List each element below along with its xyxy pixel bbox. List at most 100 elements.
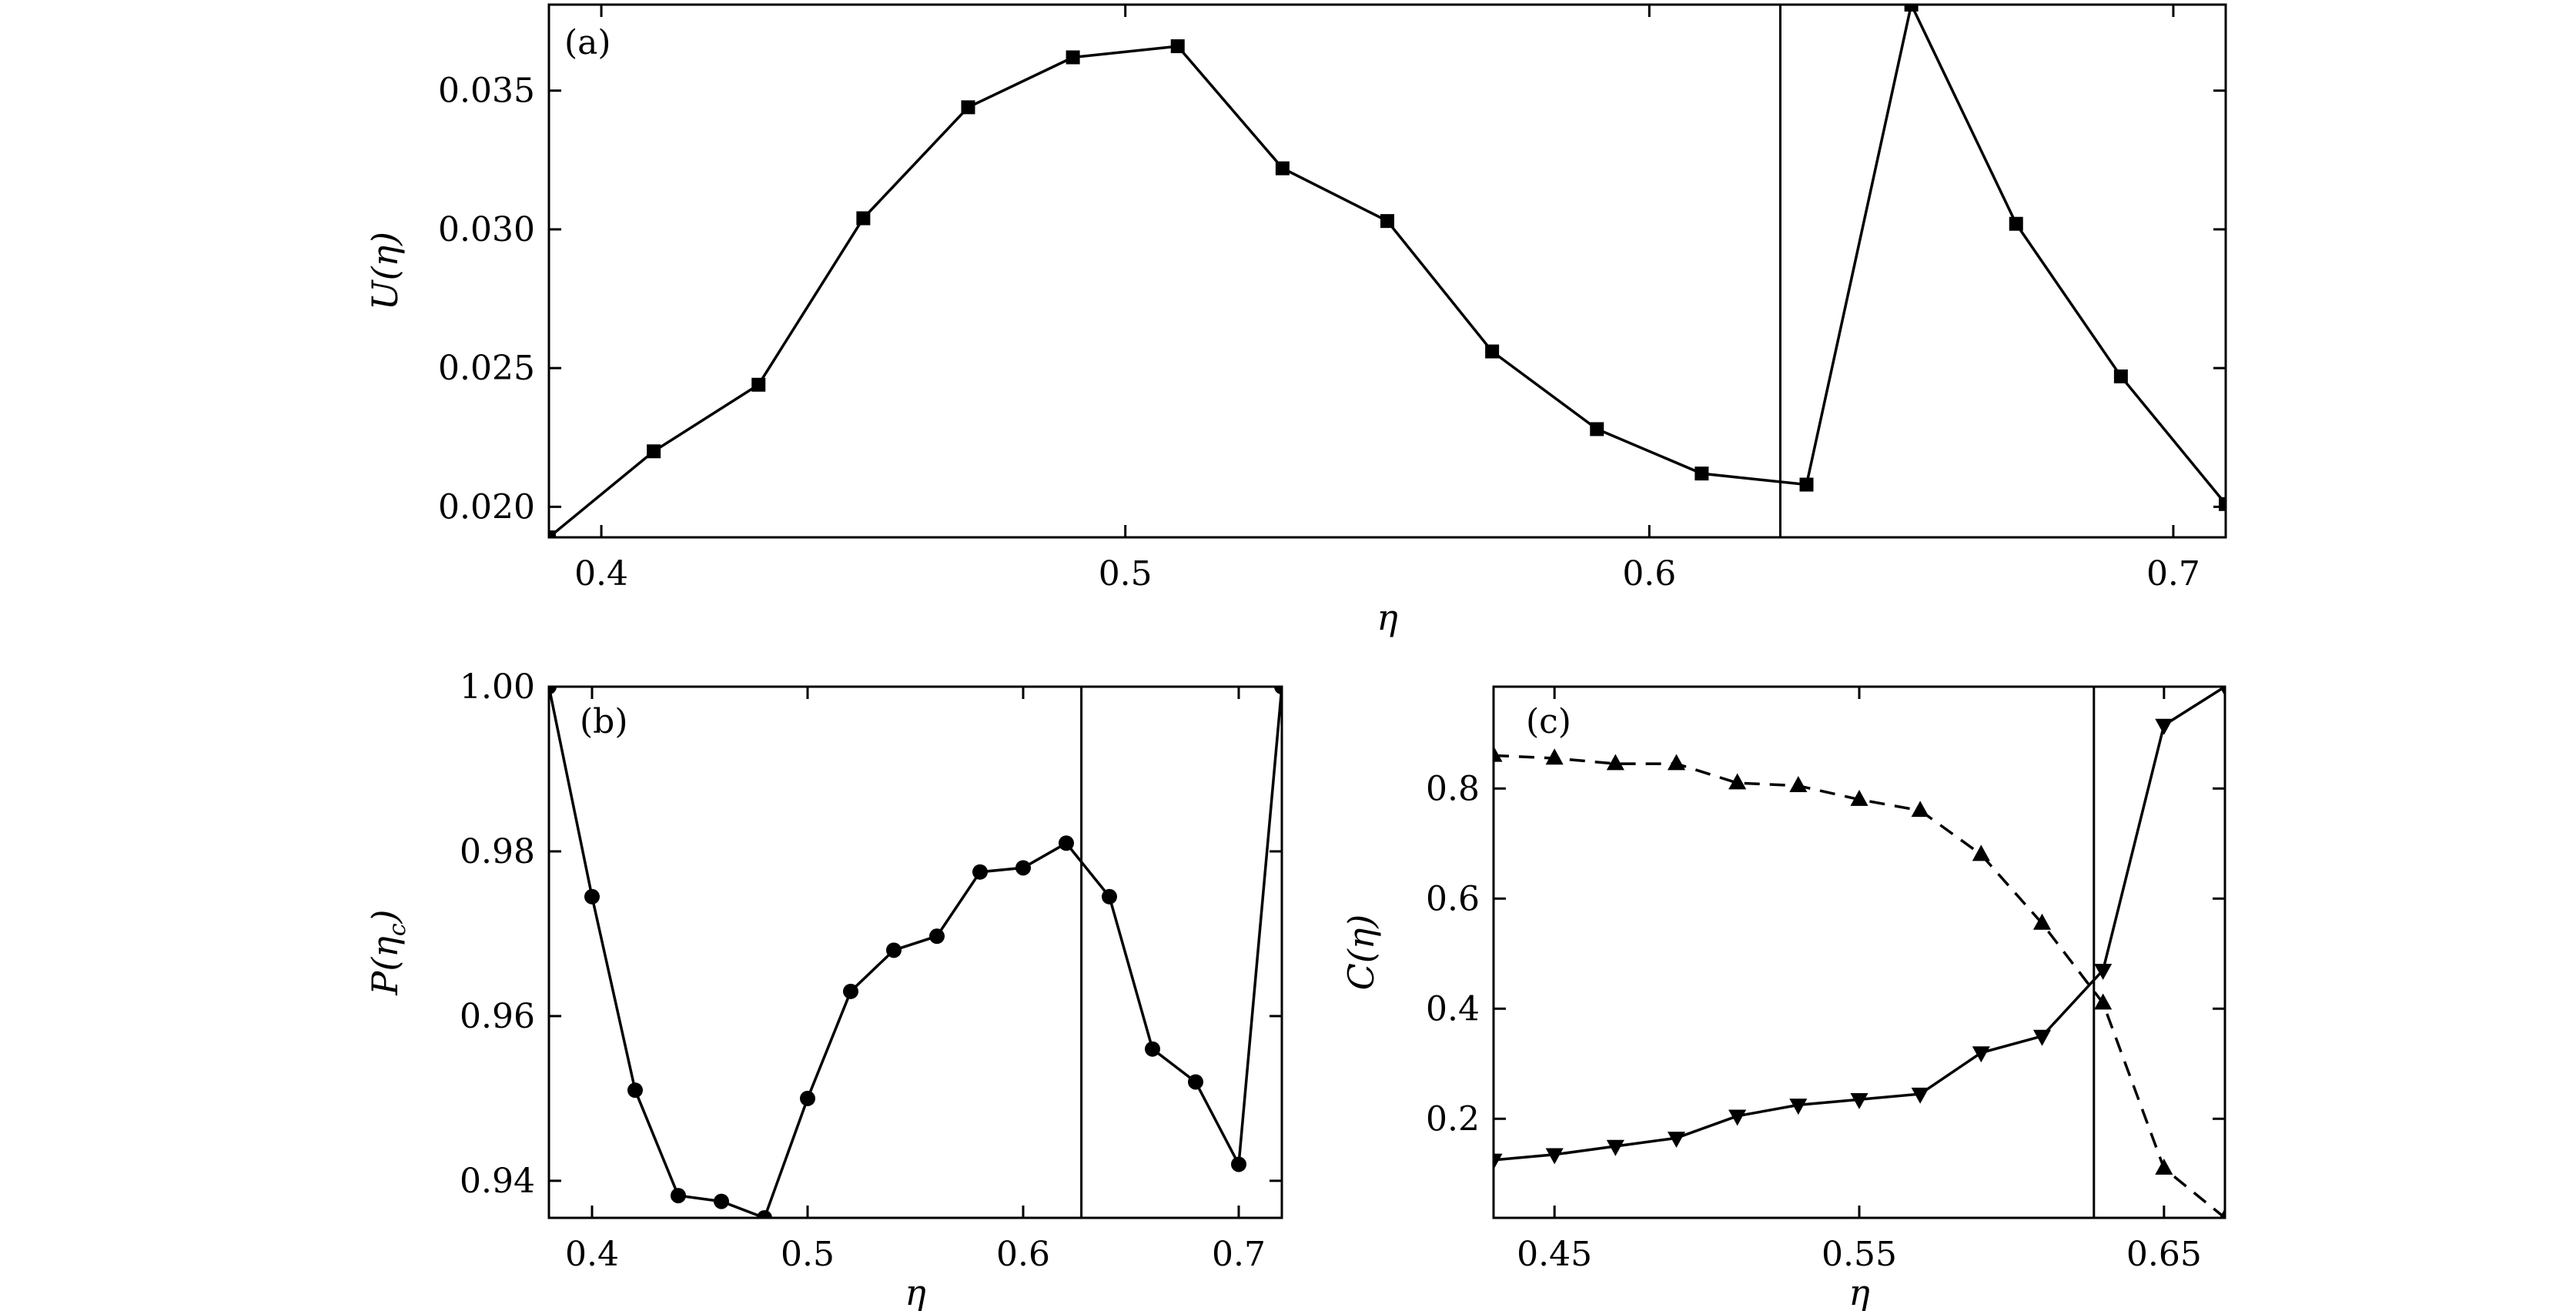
panel-c-series-0-point-9	[2032, 913, 2052, 930]
panel-b-series-0-point-4	[714, 1193, 729, 1209]
panel-a-plot-area	[549, 5, 2226, 537]
panel-c-y-tick-label-2: 0.6	[1426, 879, 1480, 918]
panel-a-x-tick-label-3: 0.7	[2146, 554, 2200, 594]
panel-a-x-tick-label-1: 0.5	[1099, 554, 1153, 594]
panel-a-y-tick-label-3: 0.035	[438, 72, 535, 111]
panel-c-plot-area	[1494, 687, 2225, 1218]
panel-a-series-0-point-15	[2113, 369, 2128, 383]
panel-c-y-axis-label: C(η)	[1340, 915, 1382, 991]
panel-b-y-tick-label-1: 0.96	[460, 997, 535, 1036]
panel-b-series-0-point-0	[549, 687, 557, 694]
panel-c-x-tick-label-1: 0.55	[1822, 1235, 1897, 1274]
panel-b-series-0-point-16	[1231, 1156, 1246, 1172]
panel-b-y-axis-label-main: P(η	[364, 936, 406, 996]
panel-c-series-1-point-9	[2032, 1029, 2052, 1046]
panel-c-series-1-point-10	[2094, 963, 2113, 980]
panel-a-series-0-point-3	[856, 211, 871, 226]
panel-b-y-ticks: 0.94 0.96 0.98 1.00	[460, 667, 1282, 1201]
panel-b-x-axis-label: η	[905, 1272, 926, 1311]
panel-a-frame	[547, 3, 2227, 539]
panel-b-x-tick-label-0: 0.4	[565, 1235, 619, 1274]
panel-c-y-tick-label-3: 0.8	[1426, 769, 1480, 808]
panel-b-series-0-point-5	[757, 1210, 772, 1218]
panel-b-series-0-point-10	[972, 864, 988, 880]
panel-a-series-0-point-13	[1904, 5, 1919, 12]
panel-b-frame	[547, 685, 1283, 1219]
panel-c-y-ticks: 0.2 0.4 0.6 0.8	[1426, 769, 2225, 1139]
panel-c-series-0-point-4	[1728, 773, 1747, 790]
panel-c-x-ticks: 0.45 0.55 0.65	[1517, 687, 2202, 1274]
panel-c-series-0-point-3	[1667, 754, 1686, 771]
panel-b-y-tick-label-0: 0.94	[460, 1162, 535, 1201]
panel-c-series-0-point-2	[1606, 754, 1624, 771]
panel-b-series-0-point-17	[1274, 687, 1282, 694]
panel-c-y-tick-label-0: 0.2	[1426, 1099, 1480, 1139]
panel-c-plot	[1494, 687, 2225, 1218]
panel-a-series-0-point-0	[549, 530, 556, 537]
panel-b-y-axis-label-sub: c	[384, 923, 411, 936]
panel-c-x-tick-label-2: 0.65	[2126, 1235, 2202, 1274]
panel-a-plot	[549, 5, 2226, 537]
panel-c-series-1-point-3	[1667, 1132, 1686, 1148]
panel-c-x-tick-label-0: 0.45	[1517, 1235, 1592, 1274]
panel-b-series-0-point-1	[584, 888, 600, 905]
panel-b-series-0-point-9	[929, 928, 945, 945]
panel-c-series-0-point-6	[1850, 789, 1868, 806]
panel-a-series-0-point-2	[751, 377, 766, 392]
panel-c-series-1-point-7	[1911, 1087, 1929, 1104]
panel-b-x-tick-label-1: 0.5	[781, 1235, 835, 1274]
panel-a-x-tick-label-2: 0.6	[1622, 554, 1676, 594]
panel-a-x-tick-label-0: 0.4	[574, 554, 628, 594]
panel-b-y-tick-label-2: 0.98	[460, 832, 535, 871]
panel-c-frame	[1492, 685, 2226, 1219]
panel-c-x-axis-label: η	[1848, 1272, 1870, 1311]
panel-c-series-1-point-4	[1728, 1109, 1747, 1126]
panel-a-y-tick-label-0: 0.020	[438, 487, 535, 527]
panel-a-label: (a)	[564, 23, 611, 62]
panel-b-plot-area	[549, 687, 1282, 1218]
panel-a-y-tick-label-1: 0.025	[438, 349, 535, 388]
panel-a-series-0-point-11	[1694, 467, 1709, 481]
panel-c-series-0-point-5	[1789, 776, 1808, 792]
panel-c-series-1-point-12	[2220, 687, 2225, 697]
panel-b-series-0-point-3	[671, 1188, 686, 1204]
panel-b-series-0-point-2	[627, 1082, 643, 1099]
panel-a-x-axis-label: η	[1377, 597, 1398, 638]
panel-a-y-ticks: 0.020 0.025 0.030 0.035	[438, 72, 2226, 527]
panel-c-series-0-point-1	[1545, 748, 1564, 765]
panel-c-y-tick-label-1: 0.4	[1426, 989, 1480, 1028]
panel-b-series-0-point-15	[1188, 1074, 1203, 1090]
panel-c-series-1-point-6	[1850, 1093, 1868, 1109]
panel-b-y-tick-label-3: 1.00	[460, 667, 535, 707]
panel-c-series-1-point-11	[2155, 718, 2173, 735]
panel-c-series-1-line	[1494, 687, 2225, 1162]
panel-c-series-1-point-5	[1789, 1099, 1808, 1115]
panel-a-series-0-line	[549, 5, 2226, 537]
panel-c-label: (c)	[1526, 702, 1571, 741]
panel-b-plot	[549, 687, 1282, 1218]
panel-c-series-0-point-7	[1911, 801, 1929, 818]
panel-c-series-0-point-10	[2094, 993, 2113, 1010]
panel-b-series-0-point-11	[1015, 860, 1031, 876]
panel-a-series-0-point-5	[1066, 50, 1080, 65]
panel-a-series-0-point-4	[961, 100, 975, 115]
panel-c: 0.45 0.55 0.65 0.2 0.4 0.6 0.8 (c) η C(η)	[1340, 685, 2226, 1311]
panel-a-series-0-point-8	[1380, 214, 1394, 229]
panel-c-series-0-point-0	[1494, 745, 1503, 762]
panel-b-label: (b)	[580, 702, 628, 741]
panel-c-series-0-point-8	[1972, 844, 1990, 861]
panel-a-x-ticks: 0.4 0.5 0.6 0.7	[574, 5, 2200, 594]
panel-b-x-tick-label-2: 0.6	[996, 1235, 1050, 1274]
panel-a-series-0-point-16	[2219, 497, 2226, 511]
panel-c-series-1-point-2	[1606, 1139, 1624, 1156]
panel-a-series-0-point-14	[2009, 216, 2023, 231]
panel-a-series-0-point-12	[1799, 477, 1814, 492]
panel-b-series-0-point-13	[1102, 888, 1117, 905]
panel-a-series-0-point-1	[647, 444, 661, 459]
panel-b: 0.4 0.5 0.6 0.7 0.94 0.96 0.98 1.00 (b) η P(ηc…	[364, 667, 1283, 1311]
panel-b-series-0-point-8	[886, 942, 902, 958]
panel-b-series-0-point-7	[843, 983, 858, 999]
panel-a-series-0-point-10	[1590, 422, 1604, 436]
